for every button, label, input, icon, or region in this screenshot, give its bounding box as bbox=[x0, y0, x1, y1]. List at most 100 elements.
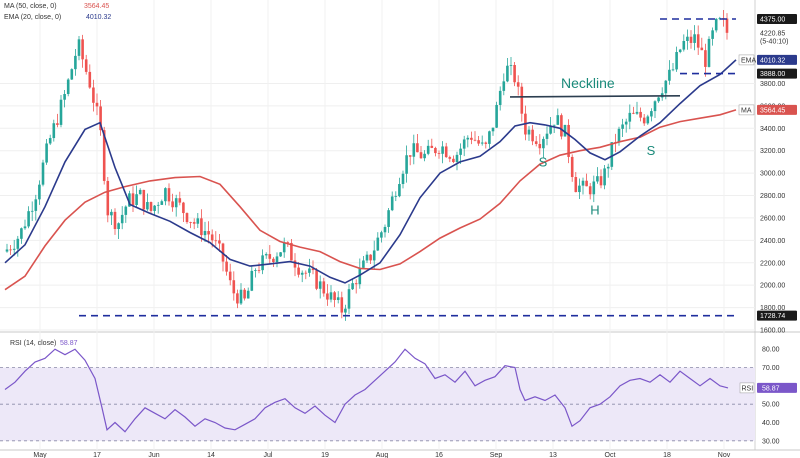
price-tick-label: 3000.00 bbox=[760, 171, 785, 178]
rsi-band bbox=[0, 367, 755, 442]
candle-body bbox=[455, 154, 459, 163]
price-tag-label: 1728.74 bbox=[760, 313, 785, 320]
candle-body bbox=[268, 254, 272, 259]
rsi-tick-label: 70.00 bbox=[762, 365, 780, 372]
price-tag bbox=[757, 54, 797, 65]
candle-body bbox=[700, 47, 704, 51]
candle-body bbox=[153, 205, 156, 211]
candle-body bbox=[20, 228, 23, 239]
candle-body bbox=[239, 289, 243, 304]
candle-body bbox=[45, 143, 48, 163]
candle-body bbox=[146, 202, 149, 210]
candle-body bbox=[538, 143, 542, 149]
candle-body bbox=[531, 129, 534, 142]
candle-body bbox=[470, 137, 473, 140]
candle-body bbox=[329, 292, 333, 300]
rsi-band-fill bbox=[0, 367, 755, 441]
candle-body bbox=[362, 260, 365, 268]
candle-body bbox=[549, 125, 552, 134]
candle-body bbox=[390, 196, 394, 211]
candle-body bbox=[372, 250, 376, 261]
candle-body bbox=[570, 156, 574, 178]
candle-body bbox=[189, 222, 192, 223]
candle-body bbox=[610, 142, 614, 167]
candle-body bbox=[88, 71, 92, 88]
candle-body bbox=[218, 240, 221, 244]
candlesticks bbox=[5, 10, 729, 321]
price-tag-label: 4375.00 bbox=[760, 17, 785, 24]
candle-body bbox=[639, 111, 642, 118]
candle-body bbox=[635, 111, 639, 114]
time-tick-label: Nov bbox=[718, 452, 731, 458]
candle-body bbox=[196, 218, 200, 224]
candle-body bbox=[23, 226, 27, 229]
candle-body bbox=[34, 199, 38, 211]
candle-body bbox=[41, 162, 45, 185]
price-tick-label: 1600.00 bbox=[760, 328, 785, 335]
candle-body bbox=[106, 180, 110, 216]
candle-body bbox=[207, 231, 210, 235]
price-tick-label: 3800.00 bbox=[760, 81, 785, 88]
candle-body bbox=[210, 234, 214, 241]
candle-body bbox=[588, 186, 592, 195]
candle-body bbox=[113, 211, 117, 230]
candle-body bbox=[243, 289, 246, 299]
candle-body bbox=[416, 143, 419, 153]
candle-body bbox=[135, 194, 138, 205]
price-tag bbox=[757, 104, 797, 115]
candle-body bbox=[250, 270, 254, 291]
candle-body bbox=[488, 131, 491, 144]
candle-body bbox=[599, 176, 603, 186]
candle-body bbox=[552, 124, 556, 126]
candle-body bbox=[246, 290, 250, 299]
candle-body bbox=[311, 268, 315, 271]
candle-body bbox=[693, 34, 696, 43]
rsi-tick-label: 80.00 bbox=[762, 347, 780, 354]
candle-body bbox=[192, 222, 196, 224]
candle-body bbox=[603, 168, 606, 186]
candle-body bbox=[70, 69, 74, 80]
candle-body bbox=[120, 214, 124, 224]
candle-body bbox=[545, 133, 549, 139]
price-tick-label: 3200.00 bbox=[760, 148, 785, 155]
candle-body bbox=[300, 272, 304, 275]
candle-body bbox=[142, 189, 146, 210]
candle-body bbox=[74, 55, 77, 70]
rsi-tag bbox=[757, 382, 797, 393]
candle-body bbox=[585, 180, 588, 187]
candle-body bbox=[131, 193, 135, 205]
price-tick-label: 1800.00 bbox=[760, 305, 785, 312]
candle-body bbox=[696, 34, 700, 48]
candle-body bbox=[27, 211, 30, 227]
candle-body bbox=[664, 80, 668, 94]
rsi-series-tag-label: RSI bbox=[742, 385, 754, 392]
price-tag bbox=[757, 14, 797, 25]
time-tick-label: Sep bbox=[490, 452, 503, 458]
ma-legend-label: MA (50, close, 0) bbox=[4, 3, 57, 10]
candle-body bbox=[347, 289, 351, 309]
candle-body bbox=[394, 196, 398, 197]
candle-body bbox=[92, 87, 95, 103]
candle-body bbox=[282, 242, 286, 253]
price-tick-label: 2000.00 bbox=[760, 283, 785, 290]
candle-body bbox=[174, 198, 178, 208]
candle-body bbox=[452, 158, 455, 163]
rsi-legend-label: RSI (14, close) bbox=[10, 340, 56, 347]
price-tag bbox=[757, 68, 797, 79]
candle-body bbox=[171, 201, 174, 208]
candle-body bbox=[642, 117, 646, 124]
candle-body bbox=[254, 270, 257, 271]
candle-body bbox=[138, 189, 142, 195]
candle-body bbox=[232, 280, 236, 294]
candle-body bbox=[124, 206, 128, 215]
candle-body bbox=[380, 232, 383, 238]
candle-body bbox=[624, 121, 628, 125]
candle-body bbox=[9, 249, 12, 251]
candle-body bbox=[704, 50, 707, 67]
candle-body bbox=[322, 281, 326, 294]
candle-body bbox=[606, 166, 610, 169]
candle-body bbox=[304, 272, 308, 274]
candle-body bbox=[52, 123, 56, 139]
candle-body bbox=[509, 65, 513, 66]
